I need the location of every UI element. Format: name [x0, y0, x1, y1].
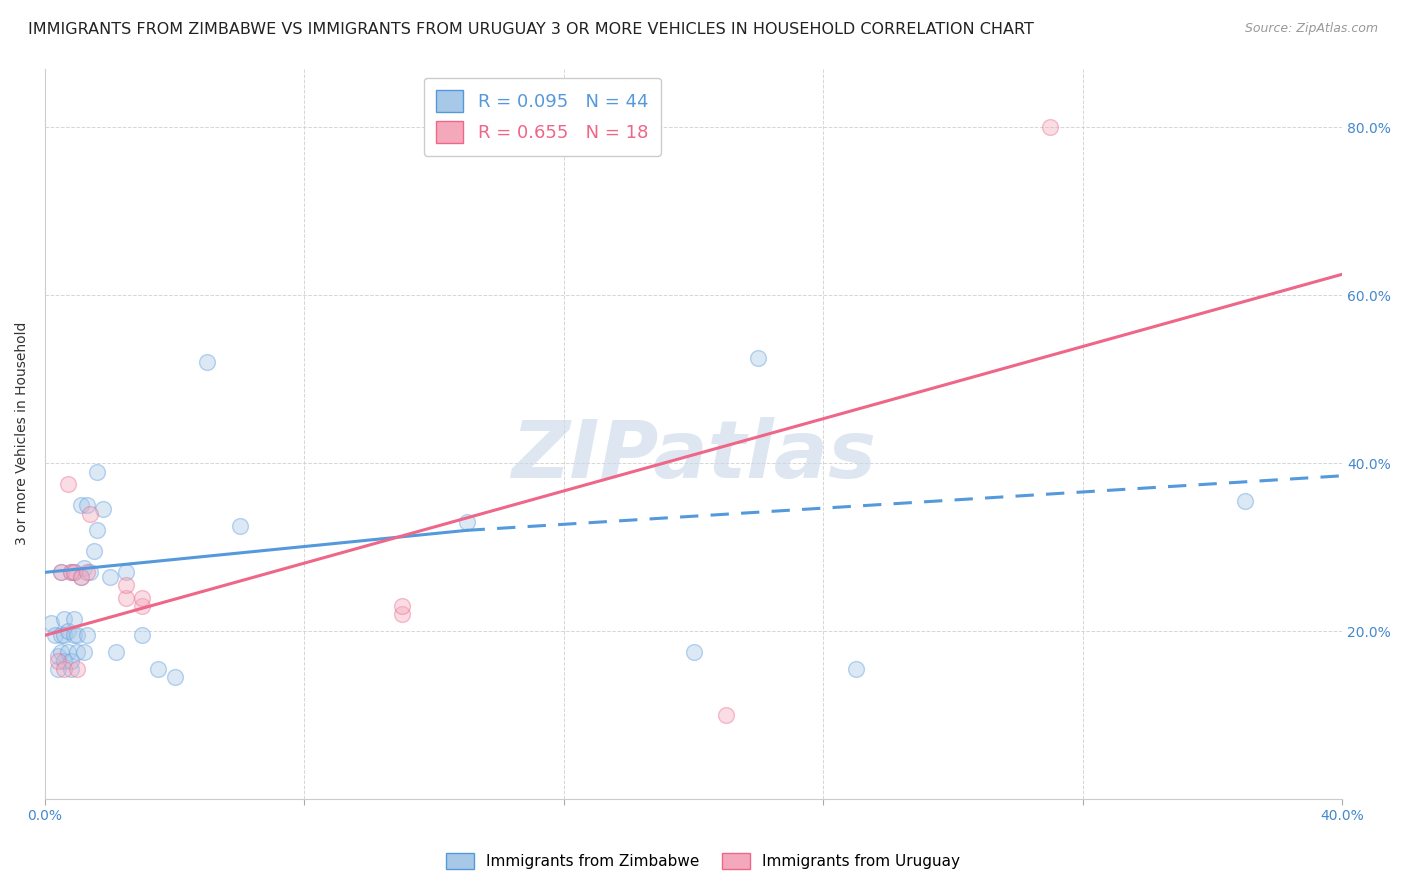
Point — [131, 628, 153, 642]
Point — [115, 578, 138, 592]
Point — [76, 566, 98, 580]
Point — [53, 628, 76, 642]
Point — [59, 566, 82, 580]
Point — [148, 662, 170, 676]
Point — [51, 645, 73, 659]
Point — [714, 708, 737, 723]
Point — [46, 662, 69, 676]
Point — [46, 653, 69, 667]
Point — [69, 498, 91, 512]
Legend: Immigrants from Zimbabwe, Immigrants from Uruguay: Immigrants from Zimbabwe, Immigrants fro… — [440, 847, 966, 875]
Point — [66, 662, 89, 676]
Point — [53, 653, 76, 667]
Point — [69, 569, 91, 583]
Point — [53, 662, 76, 676]
Point — [56, 477, 79, 491]
Point — [44, 628, 66, 642]
Point — [63, 566, 86, 580]
Point — [59, 662, 82, 676]
Point — [845, 662, 868, 676]
Text: IMMIGRANTS FROM ZIMBABWE VS IMMIGRANTS FROM URUGUAY 3 OR MORE VEHICLES IN HOUSEH: IMMIGRANTS FROM ZIMBABWE VS IMMIGRANTS F… — [28, 22, 1033, 37]
Point — [69, 569, 91, 583]
Point — [163, 670, 186, 684]
Point — [115, 591, 138, 605]
Point — [391, 607, 413, 622]
Point — [79, 507, 101, 521]
Point — [1233, 494, 1256, 508]
Point — [46, 649, 69, 664]
Point — [76, 628, 98, 642]
Point — [63, 611, 86, 625]
Point — [66, 645, 89, 659]
Point — [73, 645, 96, 659]
Point — [391, 599, 413, 613]
Point — [747, 351, 769, 366]
Point — [51, 628, 73, 642]
Point — [59, 566, 82, 580]
Point — [76, 498, 98, 512]
Point — [56, 624, 79, 639]
Text: Source: ZipAtlas.com: Source: ZipAtlas.com — [1244, 22, 1378, 36]
Point — [59, 653, 82, 667]
Point — [98, 569, 121, 583]
Point — [131, 599, 153, 613]
Point — [93, 502, 115, 516]
Text: ZIPatlas: ZIPatlas — [512, 417, 876, 495]
Point — [86, 524, 108, 538]
Point — [83, 544, 105, 558]
Y-axis label: 3 or more Vehicles in Household: 3 or more Vehicles in Household — [15, 322, 30, 546]
Point — [56, 645, 79, 659]
Point — [115, 566, 138, 580]
Point — [456, 515, 478, 529]
Legend: R = 0.095   N = 44, R = 0.655   N = 18: R = 0.095 N = 44, R = 0.655 N = 18 — [423, 78, 661, 156]
Point — [73, 561, 96, 575]
Point — [131, 591, 153, 605]
Point — [41, 615, 63, 630]
Point — [53, 611, 76, 625]
Point — [63, 628, 86, 642]
Point — [228, 519, 250, 533]
Point — [105, 645, 128, 659]
Point — [66, 628, 89, 642]
Point — [682, 645, 704, 659]
Point — [1039, 120, 1062, 135]
Point — [195, 355, 218, 369]
Point — [63, 566, 86, 580]
Point — [51, 566, 73, 580]
Point — [79, 566, 101, 580]
Point — [86, 465, 108, 479]
Point — [51, 566, 73, 580]
